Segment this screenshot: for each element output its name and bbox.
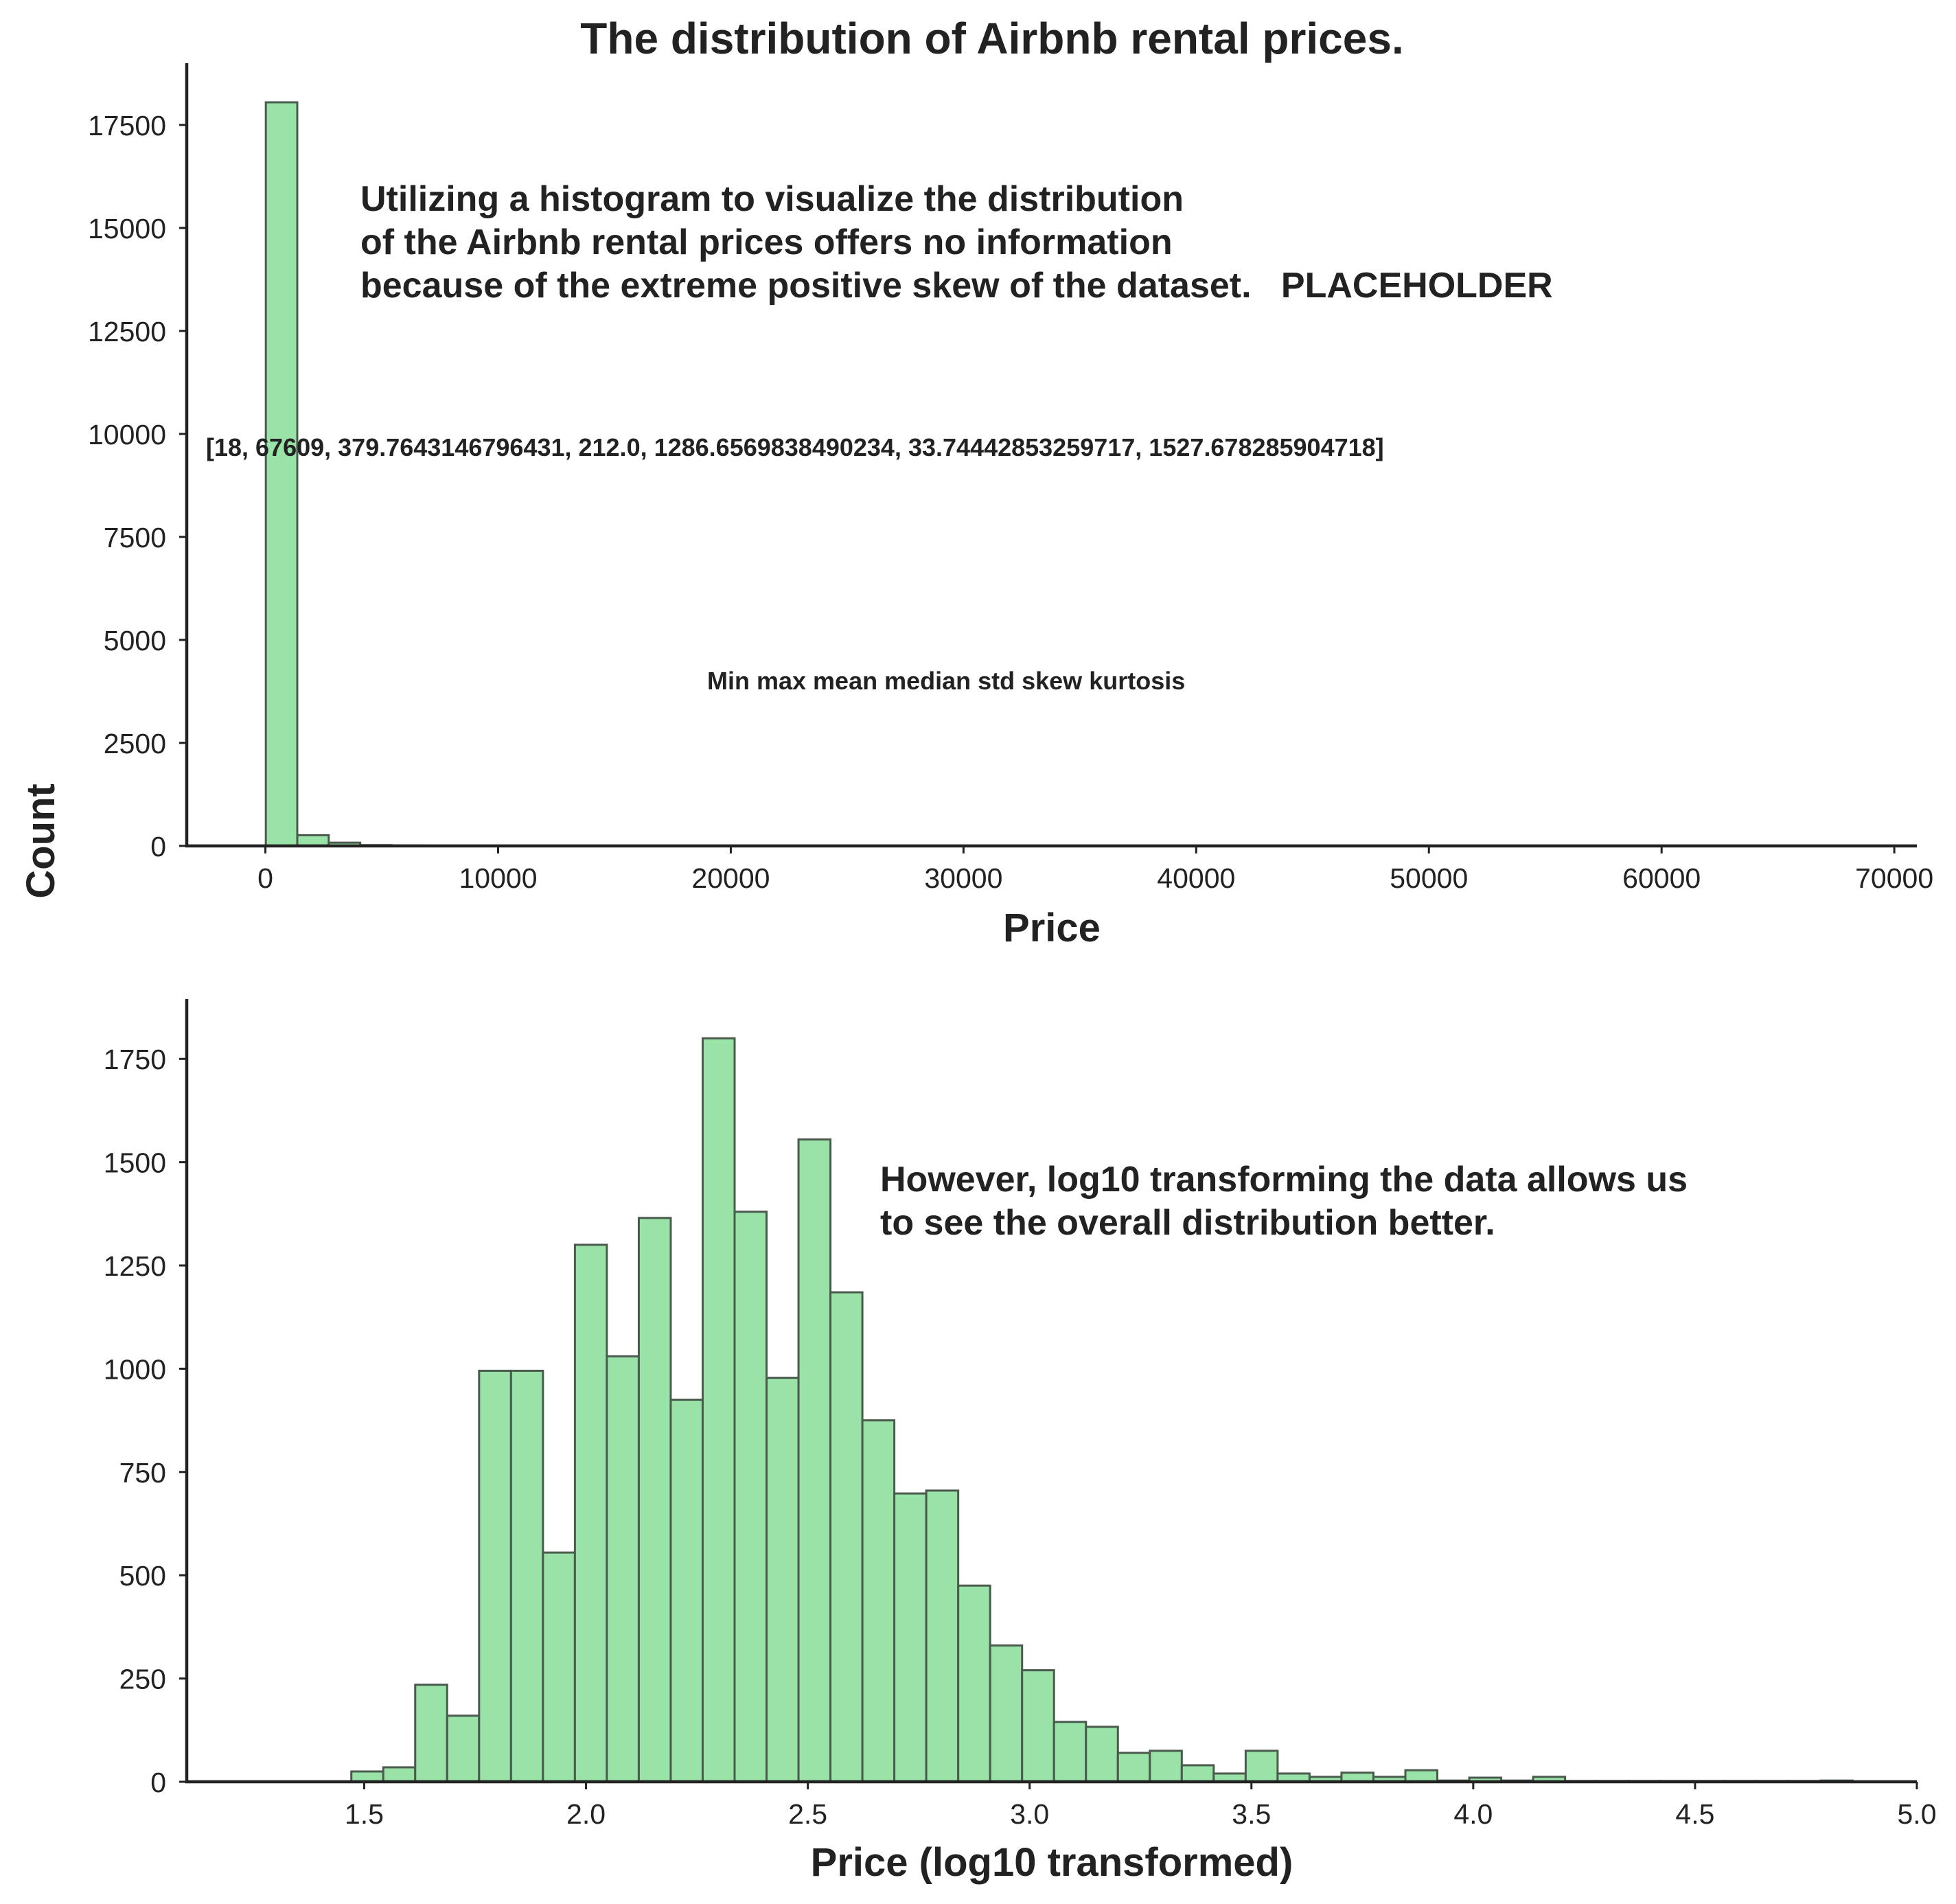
log-price-x-tick-label: 4.0 [1453,1798,1493,1830]
top-annotation-line-1: Utilizing a histogram to visualize the d… [360,179,1184,219]
log-price-bar [446,1714,481,1783]
bottom-annotation: However, log10 transforming the data all… [880,1160,1698,1243]
log-price-y-tick-label: 250 [119,1664,166,1695]
log-price-bar [925,1489,960,1783]
log-price-bar [766,1377,800,1783]
bottom-annotation-line-2: to see the overall distribution better. [880,1203,1495,1243]
price-x-tick-label: 40000 [1157,862,1235,894]
price-y-tick-label: 7500 [104,522,166,553]
price-x-tick-label: 10000 [459,862,537,894]
log-price-x-tick-label: 2.5 [788,1798,827,1830]
log-price-bar [733,1211,768,1783]
log-price-bar [1149,1750,1183,1783]
log-price-bar [829,1291,864,1783]
price-y-tick-label: 12500 [88,316,166,347]
log-price-bar [797,1138,832,1783]
log-price-bar [350,1770,384,1783]
log-price-bar [669,1399,704,1783]
price-x-tick-label: 30000 [924,862,1002,894]
price-y-ticks: 0 2500 5000 7500 10000 12500 15000 17500 [88,110,187,862]
price-bar [264,101,299,847]
log-price-y-tick-label: 1000 [104,1353,166,1385]
log-price-y-tick-label: 1750 [104,1044,166,1075]
price-y-tick-label: 5000 [104,625,166,656]
log-price-x-axis-label: Price (log10 transformed) [811,1840,1293,1885]
log-price-bar [382,1766,417,1783]
log-price-y-tick-label: 1500 [104,1147,166,1179]
log-price-bar [1085,1725,1119,1783]
price-x-ticks: 0 10000 20000 30000 40000 50000 60000 70000 [257,846,1933,894]
log-price-x-tick-label: 2.0 [566,1798,606,1830]
log-price-x-tick-label: 1.5 [345,1798,384,1830]
log-price-bar [701,1037,736,1783]
price-x-tick-label: 60000 [1622,862,1701,894]
log-price-y-tick-label: 0 [150,1767,166,1798]
price-x-tick-label: 70000 [1855,862,1933,894]
log-price-x-tick-label: 5.0 [1898,1798,1937,1830]
price-axes-spine [185,63,1917,848]
log-price-bar [509,1369,544,1783]
price-x-tick-label: 0 [257,862,273,894]
price-y-tick-label: 10000 [88,419,166,450]
stats-names-annotation: Min max mean median std skew kurtosis [707,667,1185,695]
price-y-tick-label: 15000 [88,213,166,244]
y-axis-label: Count [19,783,63,899]
price-y-tick-label: 0 [150,831,166,862]
price-histogram: 0 10000 20000 30000 40000 50000 60000 70000 0 25… [88,63,1933,950]
chart-title: The distribution of Airbnb rental prices… [580,14,1403,63]
price-x-tick-label: 50000 [1390,862,1468,894]
log-price-bar [1021,1669,1055,1783]
log-price-bar [1404,1769,1439,1783]
log-price-y-tick-label: 750 [119,1457,166,1489]
log-price-bar [1244,1750,1279,1783]
price-bar [296,834,330,847]
price-x-axis-label: Price [1003,906,1101,950]
log-price-x-tick-label: 3.0 [1010,1798,1049,1830]
log-price-y-tick-label: 500 [119,1560,166,1592]
log-price-histogram: 1.5 2.0 2.5 3.0 3.5 4.0 4.5 5.0 0 250 500 750 1000 1… [104,999,1937,1885]
top-annotation-line-3: because of the extreme positive skew of … [360,266,1553,306]
price-y-tick-label: 17500 [88,110,166,141]
log-price-x-tick-label: 4.5 [1675,1798,1714,1830]
bottom-annotation-line-1: However, log10 transforming the data all… [880,1160,1688,1200]
log-price-bar [573,1243,608,1783]
top-annotation: Utilizing a histogram to visualize the d… [360,179,1553,306]
log-price-bar [957,1584,991,1783]
log-price-bar [606,1355,640,1783]
log-price-x-ticks: 1.5 2.0 2.5 3.0 3.5 4.0 4.5 5.0 [345,1782,1937,1830]
log-price-x-tick-label: 3.5 [1232,1798,1271,1830]
log-price-y-tick-label: 1250 [104,1250,166,1282]
log-price-bar [414,1684,448,1783]
log-price-bar [989,1644,1024,1783]
log-price-bar [861,1419,896,1783]
price-x-tick-label: 20000 [691,862,770,894]
price-y-tick-label: 2500 [104,728,166,759]
log-price-bar [1116,1752,1151,1783]
log-price-bar [478,1369,512,1783]
stats-values-annotation: [18, 67609, 379.7643146796431, 212.0, 12… [206,433,1384,461]
log-price-bar [893,1492,928,1783]
log-price-bar [1180,1764,1215,1783]
log-price-bars [350,1037,1854,1783]
log-price-bar [637,1217,672,1783]
log-price-bar [1052,1721,1088,1783]
log-price-axes-spine [185,999,1917,1784]
top-annotation-line-2: of the Airbnb rental prices offers no in… [360,222,1173,262]
log-price-y-ticks: 0 250 500 750 1000 1250 1500 1750 [104,1044,187,1798]
log-price-bar [542,1551,576,1783]
